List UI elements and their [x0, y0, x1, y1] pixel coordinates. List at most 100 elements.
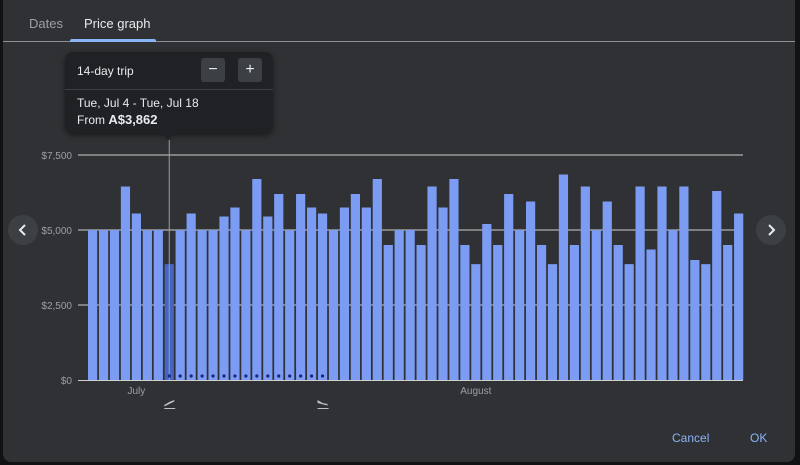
- price-bar[interactable]: [383, 245, 393, 380]
- price-bar[interactable]: [285, 230, 295, 380]
- price-bar[interactable]: [263, 216, 273, 381]
- previous-button[interactable]: [8, 215, 38, 245]
- price-graph-dialog: Dates Price graph $0 $2,500 $5,000 $7,500 Ju…: [3, 0, 795, 462]
- price-bar[interactable]: [493, 245, 503, 380]
- price-bar[interactable]: [712, 191, 722, 380]
- price-bar[interactable]: [580, 186, 590, 381]
- price-bar[interactable]: [416, 245, 426, 380]
- chevron-right-icon: [768, 224, 776, 236]
- price-bar[interactable]: [394, 230, 404, 380]
- tab-price-graph[interactable]: Price graph: [84, 16, 151, 31]
- price-bar[interactable]: [602, 201, 612, 381]
- price-bar[interactable]: [449, 179, 459, 380]
- price-bar[interactable]: [591, 230, 601, 380]
- month-label: August: [460, 386, 491, 397]
- tab-bar: Dates Price graph: [3, 0, 795, 42]
- price-bar[interactable]: [723, 245, 733, 380]
- price-bar[interactable]: [569, 245, 579, 380]
- price-bar[interactable]: [339, 207, 350, 381]
- price-bar[interactable]: [504, 194, 514, 380]
- trip-price-line: From A$3,862: [77, 112, 158, 127]
- price-bar[interactable]: [230, 207, 240, 381]
- trip-day-dot: [178, 374, 182, 378]
- trip-day-dot: [277, 374, 281, 378]
- cancel-button[interactable]: Cancel: [672, 431, 710, 445]
- price-bar[interactable]: [317, 213, 328, 381]
- price-bar[interactable]: [241, 230, 251, 380]
- month-label: July: [128, 386, 146, 397]
- price-bar[interactable]: [186, 213, 196, 381]
- trip-day-dot: [288, 374, 292, 378]
- price-bar[interactable]: [405, 230, 415, 380]
- price-bar[interactable]: [252, 179, 262, 380]
- price-bar[interactable]: [219, 216, 229, 381]
- price-bar[interactable]: [350, 194, 360, 380]
- price-bar[interactable]: [734, 213, 744, 381]
- price-bar[interactable]: [197, 230, 207, 380]
- price-bar[interactable]: [153, 230, 163, 380]
- price-bar[interactable]: [657, 186, 667, 381]
- price-bar[interactable]: [438, 207, 448, 381]
- price-bar[interactable]: [120, 186, 131, 381]
- price-bar[interactable]: [109, 230, 120, 380]
- price-bar[interactable]: [635, 186, 645, 381]
- trip-day-dot: [320, 374, 325, 378]
- price-bar-chart: $0 $2,500 $5,000 $7,500 July August: [41, 140, 744, 409]
- price-bar[interactable]: [372, 179, 382, 380]
- price-bar[interactable]: [701, 264, 711, 380]
- ok-button[interactable]: OK: [750, 431, 768, 445]
- decrease-trip-button[interactable]: −: [201, 58, 225, 82]
- trip-date-range: Tue, Jul 4 - Tue, Jul 18: [77, 96, 199, 110]
- minus-icon: −: [208, 61, 218, 78]
- price-bar[interactable]: [274, 194, 284, 380]
- trip-day-dot: [211, 374, 215, 378]
- price-bar[interactable]: [427, 186, 437, 381]
- trip-day-dot: [167, 374, 171, 378]
- price-bar[interactable]: [88, 230, 98, 380]
- trip-day-dot: [222, 374, 226, 378]
- price-bar[interactable]: [547, 264, 558, 380]
- price-bar[interactable]: [536, 245, 547, 380]
- tab-dates[interactable]: Dates: [29, 16, 63, 31]
- price-bar[interactable]: [361, 207, 371, 381]
- price-bar[interactable]: [526, 201, 536, 381]
- increase-trip-button[interactable]: +: [238, 58, 262, 82]
- y-tick-label: $5,000: [41, 226, 72, 237]
- trip-day-dot: [310, 374, 314, 378]
- price-bar[interactable]: [328, 230, 339, 380]
- price-bar[interactable]: [460, 245, 470, 380]
- departure-plane-icon: [164, 400, 176, 409]
- price-bar[interactable]: [690, 260, 700, 380]
- price-bar[interactable]: [296, 194, 306, 380]
- price-bar[interactable]: [307, 207, 317, 381]
- trip-tooltip: 14-day trip − + Tue, Jul 4 - Tue, Jul 18…: [65, 52, 273, 140]
- trip-day-dot: [266, 374, 270, 378]
- price-bar[interactable]: [679, 186, 689, 381]
- price-bar[interactable]: [646, 249, 656, 381]
- trip-length-label: 14-day trip: [77, 64, 134, 78]
- price-bar[interactable]: [98, 230, 109, 380]
- price-bar[interactable]: [175, 230, 185, 380]
- next-button[interactable]: [756, 215, 786, 245]
- trip-day-dot: [299, 374, 303, 378]
- trip-day-dot: [233, 374, 237, 378]
- y-tick-label: $7,500: [41, 151, 72, 162]
- return-plane-icon: [317, 400, 329, 409]
- y-tick-label: $0: [61, 376, 73, 387]
- price-bar[interactable]: [471, 264, 481, 380]
- trip-day-dot: [255, 374, 259, 378]
- y-tick-label: $2,500: [41, 301, 72, 312]
- price-bar[interactable]: [613, 245, 623, 380]
- price-bar[interactable]: [624, 264, 634, 380]
- price-bar[interactable]: [668, 230, 678, 380]
- chevron-left-icon: [18, 224, 26, 236]
- price-bar[interactable]: [142, 230, 152, 380]
- trip-price: A$3,862: [108, 112, 158, 127]
- price-bar[interactable]: [515, 230, 525, 380]
- trip-day-dot: [189, 374, 193, 378]
- price-bar[interactable]: [208, 230, 218, 380]
- price-bar[interactable]: [558, 174, 569, 381]
- trip-day-dot: [244, 374, 248, 378]
- price-bar[interactable]: [131, 213, 141, 381]
- price-bar[interactable]: [482, 224, 492, 380]
